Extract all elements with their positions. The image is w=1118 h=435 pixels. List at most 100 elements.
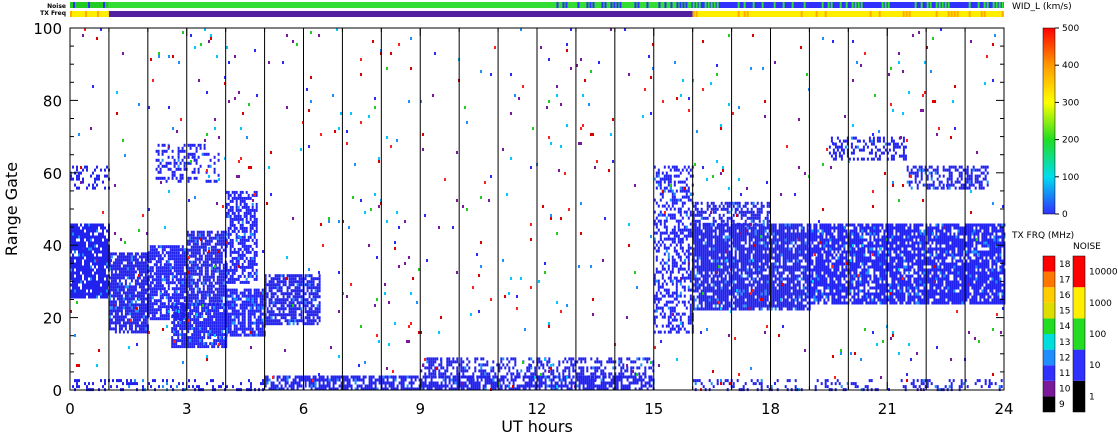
echo-cell (163, 272, 166, 276)
echo-cell (300, 298, 303, 302)
echo-cell (212, 299, 215, 303)
echo-cell (134, 300, 137, 304)
echo-cell (780, 223, 783, 227)
echo-cell (110, 282, 113, 286)
echo-cell (72, 229, 74, 233)
echo-cell (689, 294, 692, 298)
echo-cell (233, 271, 236, 275)
echo-cell (278, 322, 281, 326)
echo-cell (120, 261, 123, 265)
echo-cell (663, 288, 666, 292)
echo-cell (738, 292, 741, 296)
echo-cell (294, 304, 297, 308)
echo-cell (752, 283, 755, 287)
echo-cell (667, 234, 670, 238)
echo-cell (734, 304, 737, 308)
echo-cell (788, 235, 791, 239)
echo-cell (653, 240, 656, 244)
echo-cell (280, 316, 283, 320)
echo-cell (233, 306, 236, 310)
echo-cell (193, 309, 196, 313)
echo-cell (235, 265, 238, 269)
echo-cell (167, 281, 170, 285)
echo-cell (742, 235, 745, 239)
echo-cell (253, 208, 256, 212)
echo-cell (774, 244, 777, 248)
echo-cell (714, 250, 717, 254)
echo-cell (665, 300, 668, 304)
echo-cell (231, 330, 234, 334)
echo-cell (227, 315, 230, 319)
echo-cell (665, 177, 668, 181)
echo-cell (706, 235, 709, 239)
echo-cell (716, 226, 719, 230)
echo-cell (251, 220, 254, 224)
echo-cell (253, 312, 256, 316)
echo-cell (142, 279, 145, 283)
echo-cell (788, 283, 791, 287)
echo-cell (102, 256, 104, 260)
echo-cell (100, 235, 102, 239)
echo-cell (118, 324, 121, 328)
echo-cell (734, 238, 737, 242)
echo-cell (786, 289, 789, 293)
echo-cell (290, 304, 293, 308)
echo-cell (225, 262, 228, 266)
echo-cell (669, 237, 672, 241)
echo-cell (126, 276, 129, 280)
echo-cell (760, 304, 763, 308)
echo-cell (778, 253, 781, 257)
echo-cell (689, 234, 692, 238)
echo-cell (247, 309, 250, 313)
echo-cell (205, 321, 208, 325)
echo-cell (233, 288, 236, 292)
echo-cell (266, 316, 269, 320)
echo-cell (685, 210, 688, 214)
echo-cell (199, 336, 202, 340)
echo-cell (259, 315, 262, 319)
echo-cell (187, 330, 190, 334)
echo-cell (227, 324, 230, 328)
echo-cell (72, 241, 74, 245)
echo-cell (671, 195, 674, 199)
echo-cell (229, 288, 232, 292)
echo-cell (233, 190, 236, 194)
echo-cell (221, 312, 224, 316)
echo-cell (746, 274, 749, 278)
echo-cell (70, 235, 72, 239)
echo-cell (754, 232, 757, 236)
echo-cell (694, 289, 697, 293)
echo-cell (788, 229, 791, 233)
echo-cell (231, 309, 234, 313)
echo-cell (126, 291, 129, 295)
echo-cell (792, 256, 795, 260)
echo-cell (706, 247, 709, 251)
echo-cell (175, 327, 178, 331)
echo-cell (190, 230, 193, 234)
echo-cell (782, 247, 785, 251)
echo-cell (114, 273, 117, 277)
echo-cell (100, 238, 102, 242)
echo-cell (683, 201, 686, 205)
echo-cell (196, 248, 199, 252)
echo-cell (706, 268, 709, 272)
echo-cell (696, 265, 699, 269)
echo-cell (742, 265, 745, 269)
echo-cell (229, 214, 232, 218)
echo-cell (310, 322, 313, 326)
echo-cell (128, 324, 131, 328)
echo-cell (183, 275, 186, 279)
echo-cell (770, 307, 773, 311)
echo-cell (251, 297, 254, 301)
echo-cell (772, 268, 775, 272)
echo-cell (663, 219, 666, 223)
echo-cell (714, 289, 717, 293)
echo-cell (191, 143, 194, 147)
echo-cell (704, 301, 707, 305)
echo-cell (669, 309, 672, 313)
echo-cell (698, 256, 701, 260)
echo-cell (687, 267, 690, 271)
echo-cell (165, 260, 168, 264)
echo-cell (704, 274, 707, 278)
echo-cell (155, 317, 158, 321)
